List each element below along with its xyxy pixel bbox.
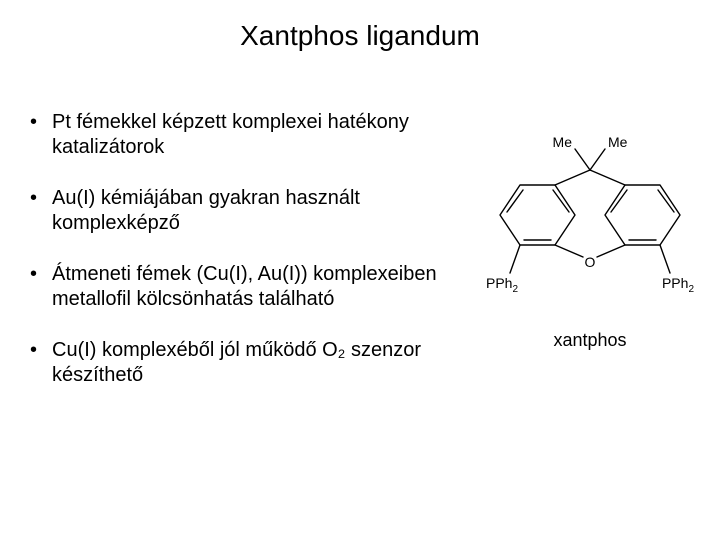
bullet-item: Pt fémekkel képzett komplexei hatékony k… [30, 110, 450, 160]
slide: Xantphos ligandum Pt fémekkel képzett ko… [0, 0, 720, 540]
slide-title: Xantphos ligandum [0, 20, 720, 52]
bullet-item: Átmeneti fémek (Cu(I), Au(I)) komplexeib… [30, 262, 450, 312]
molecule-svg: Me Me O PPh2 PPh2 [480, 135, 700, 325]
xantphos-structure: Me Me O PPh2 PPh2 [480, 135, 700, 325]
bullet-list: Pt fémekkel képzett komplexei hatékony k… [30, 110, 450, 414]
o-label: O [585, 254, 596, 270]
bullet-item: Cu(I) komplexéből jól működő O₂ szenzor … [30, 338, 450, 388]
pph2-right-label: PPh2 [662, 275, 694, 295]
me-right-label: Me [608, 135, 628, 150]
me-left-label: Me [553, 135, 573, 150]
structure-caption: xantphos [480, 330, 700, 351]
pph2-left-label: PPh2 [486, 275, 518, 295]
bullet-item: Au(I) kémiájában gyakran használt komple… [30, 186, 450, 236]
